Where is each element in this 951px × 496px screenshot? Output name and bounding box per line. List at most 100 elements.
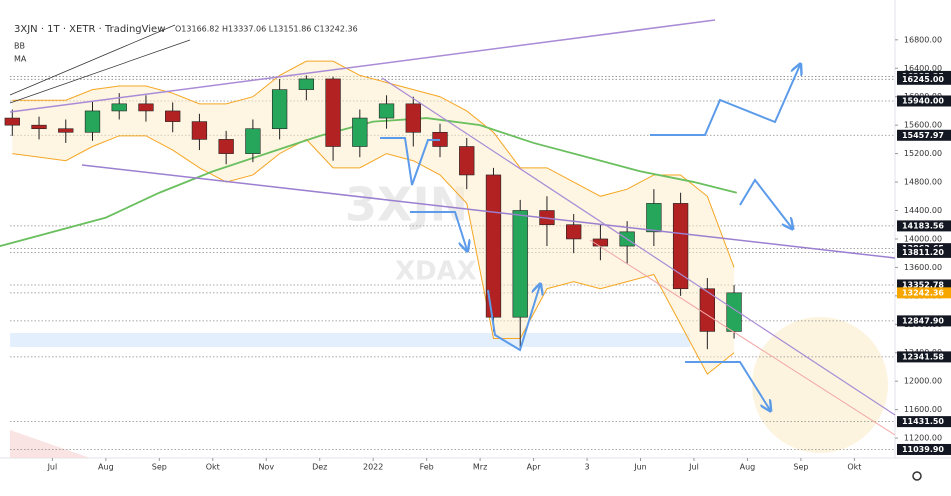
candle-body [378,103,395,119]
x-tick-label: Sep [152,463,167,472]
price-level-box [897,220,951,232]
arrow [685,361,770,410]
indicator-label: BB [14,42,25,51]
settings-icon[interactable] [912,471,922,481]
candle-body [512,210,528,318]
trendline [9,19,716,113]
x-tick-label: Aug [98,463,114,472]
price-level-label: 14183.56 [902,221,944,230]
candle-body [485,174,502,318]
indicator-label: MA [14,55,27,64]
moving-average [0,117,737,247]
candle-body [405,103,421,133]
candle-body [111,103,127,112]
candle-body [138,103,154,112]
y-tick-label: 14400.00 [904,206,942,215]
candle-body [726,292,742,332]
x-tick-label: 2022 [363,463,383,472]
candle-body [325,78,341,147]
price-level-label: 13242.36 [902,288,944,297]
price-level-box [897,287,951,299]
price-level-label: 15940.00 [902,96,944,105]
x-tick-label: Apr [527,463,542,472]
arrow [380,137,440,186]
candle-body [672,203,689,290]
trendline [589,239,896,436]
ohlc-readout: O13166.82 H13337.06 L13151.86 C13242.36 [175,25,358,34]
x-tick-label: Sep [793,463,808,472]
candle-body [646,203,662,233]
price-level-label: 13811.20 [902,248,944,257]
x-tick-label: Dez [312,463,327,472]
price-level-label: 11039.90 [902,445,944,454]
price-level-box [897,315,951,327]
price-level-label: 11431.50 [902,417,944,426]
arrow [739,178,792,228]
trendline [81,164,896,259]
candle-body [31,124,47,130]
y-tick-label: 15600.00 [904,121,942,130]
y-tick-label: 14000.00 [904,234,942,243]
watermark-symbol: 3XJN [345,178,468,232]
bollinger-upper [12,60,735,268]
price-level-box [897,73,951,85]
y-tick-label: 12000.00 [904,377,942,386]
price-level-box [897,416,951,428]
price-level-label: 12847.90 [902,316,944,325]
candle-body [58,128,74,133]
watermark-index: XDAX [395,257,477,287]
x-tick-label: Jul [47,463,58,472]
price-level-label: 15457.97 [902,131,944,140]
arrow [650,65,800,136]
candle-body [566,224,582,240]
trendline [381,77,896,416]
x-tick-label: 3 [584,463,589,472]
trendline [9,24,176,96]
y-tick-label: 11200.00 [904,434,942,443]
x-tick-label: Okt [206,463,220,472]
candle-body [84,110,101,133]
arrow [487,285,540,352]
candle-body [245,128,261,154]
x-tick-label: Aug [740,463,756,472]
x-tick-label: Jun [633,463,647,472]
x-tick-label: Feb [420,463,434,472]
y-tick-label: 14800.00 [904,178,942,187]
y-tick-label: 16400.00 [904,64,942,73]
symbol-title: 3XJN · 1T · XETR · TradingView [14,24,165,35]
support-zone [10,333,690,347]
candle-body [218,139,234,154]
candle-body [352,117,368,147]
price-level-label: 12341.58 [902,352,944,361]
price-level-box [897,279,951,291]
candle-body [592,238,609,247]
red-zone [10,430,90,458]
y-tick-label: 15200.00 [904,149,942,158]
x-tick-label: Okt [847,463,861,472]
drawings [9,19,896,436]
price-level-label: 16245.00 [902,75,944,84]
price-level-box [897,129,951,141]
candle-body [4,117,20,126]
candle-body [165,110,181,122]
bollinger-lower [12,135,735,375]
trendline [9,39,191,104]
candle-body [459,146,475,176]
logo-watermark [752,317,888,453]
price-level-box [897,246,951,258]
x-tick-label: Mrz [473,463,487,472]
y-tick-label: 16800.00 [904,35,942,44]
x-tick-label: Nov [258,463,274,472]
candle-body [298,78,315,90]
price-level-box [897,95,951,107]
price-level-box [897,443,951,455]
y-tick-label: 11600.00 [904,405,942,414]
arrow [410,211,467,250]
y-tick-label: 13600.00 [904,263,942,272]
candle-body [271,89,288,130]
candle-body [191,121,208,140]
price-level-box [897,351,951,363]
x-tick-label: Jul [688,463,699,472]
price-level-label: 13352.78 [902,280,944,289]
